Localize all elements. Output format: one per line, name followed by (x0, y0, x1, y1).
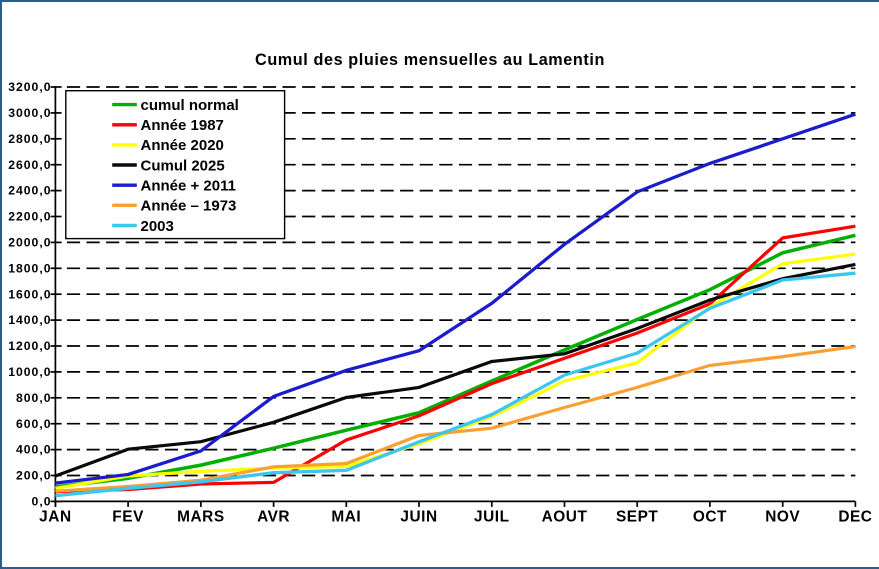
svg-text:Cumul 2025: Cumul 2025 (141, 157, 225, 174)
svg-text:DEC: DEC (838, 508, 872, 525)
svg-text:1800,0: 1800,0 (8, 261, 51, 275)
svg-text:2400,0: 2400,0 (8, 184, 51, 198)
svg-text:200,0: 200,0 (16, 469, 52, 483)
svg-text:2000,0: 2000,0 (8, 236, 51, 250)
svg-text:JAN: JAN (39, 508, 71, 525)
svg-text:0,0: 0,0 (32, 495, 52, 509)
svg-text:1600,0: 1600,0 (8, 287, 51, 301)
svg-text:Année + 2011: Année + 2011 (141, 178, 236, 195)
svg-text:600,0: 600,0 (16, 417, 52, 431)
svg-text:2800,0: 2800,0 (8, 132, 51, 146)
svg-text:NOV: NOV (765, 508, 800, 525)
svg-text:2200,0: 2200,0 (8, 210, 51, 224)
svg-text:400,0: 400,0 (16, 443, 52, 457)
svg-text:AOUT: AOUT (542, 508, 588, 525)
svg-text:1200,0: 1200,0 (8, 339, 51, 353)
svg-text:2003: 2003 (141, 218, 174, 235)
svg-text:1400,0: 1400,0 (8, 313, 51, 327)
svg-text:SEPT: SEPT (616, 508, 658, 525)
svg-text:2600,0: 2600,0 (8, 158, 51, 172)
svg-text:1000,0: 1000,0 (8, 365, 51, 379)
svg-text:MAI: MAI (331, 508, 361, 525)
svg-text:cumul normal: cumul normal (141, 97, 239, 114)
svg-text:Cumul des pluies mensuelles au: Cumul des pluies mensuelles au Lamentin (255, 51, 605, 69)
svg-text:JUIL: JUIL (474, 508, 510, 525)
svg-text:JUIN: JUIN (400, 508, 437, 525)
svg-text:MARS: MARS (177, 508, 225, 525)
svg-text:Année – 1973: Année – 1973 (141, 198, 237, 215)
svg-text:AVR: AVR (257, 508, 290, 525)
svg-text:Année 1987: Année 1987 (141, 117, 224, 134)
svg-text:3200,0: 3200,0 (8, 80, 51, 94)
svg-text:OCT: OCT (693, 508, 727, 525)
svg-text:FEV: FEV (112, 508, 144, 525)
svg-text:3000,0: 3000,0 (8, 106, 51, 120)
svg-text:Année 2020: Année 2020 (141, 137, 224, 154)
svg-text:800,0: 800,0 (16, 391, 52, 405)
